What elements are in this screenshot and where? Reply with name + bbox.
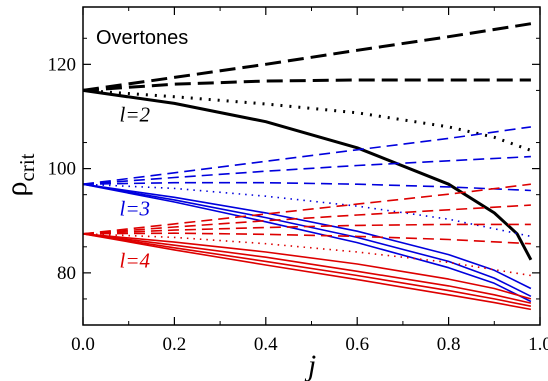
legend-title: Overtones <box>96 27 188 49</box>
series-line-l4-15 <box>82 233 532 277</box>
plot-frame <box>82 6 541 326</box>
x-tick-label: 0.0 <box>71 334 95 355</box>
x-tick-label: 1.0 <box>528 334 548 355</box>
plot-area: 0.0 0.2 0.4 0.6 0.8 1.0 80 100 120 <box>48 6 548 355</box>
y-tick-label: 120 <box>48 54 77 75</box>
series-line-l2-0 <box>82 22 532 92</box>
series-line-l2-2 <box>82 88 532 152</box>
x-axis-title: j <box>304 349 316 381</box>
series-line-l4-17 <box>82 233 532 304</box>
series-line-l4-16 <box>82 233 532 300</box>
svg-text:ρcrit: ρcrit <box>0 153 39 196</box>
series-line-l4-19 <box>82 233 532 311</box>
series-line-l3-9 <box>82 183 532 298</box>
series-line-l3-8 <box>82 183 532 290</box>
x-tick-label: 0.8 <box>437 334 461 355</box>
series-line-l4-12 <box>82 204 531 235</box>
annotation-l3: l=3 <box>120 197 151 221</box>
series-line-l3-10 <box>82 183 532 303</box>
x-tick-label: 0.6 <box>345 334 369 355</box>
series-line-l3-4 <box>82 126 532 185</box>
x-tick-label: 0.2 <box>163 334 187 355</box>
series-line-l2-3 <box>82 88 533 261</box>
series-line-l4-14 <box>82 232 531 245</box>
series-line-l4-11 <box>82 183 531 235</box>
y-tick-label: 100 <box>48 159 77 180</box>
tick-layer: 0.0 0.2 0.4 0.6 0.8 1.0 80 100 120 <box>48 7 548 355</box>
y-axis-title-main: ρ <box>0 182 33 197</box>
y-axis-title: ρcrit <box>0 153 39 196</box>
series-line-l4-18 <box>82 233 532 307</box>
series-line-l3-5 <box>82 155 531 185</box>
annotation-l4: l=4 <box>120 249 151 273</box>
series-layer <box>82 22 533 311</box>
series-line-l4-13 <box>82 223 531 235</box>
y-tick-label: 80 <box>57 263 76 284</box>
series-line-l2-1 <box>82 78 531 92</box>
series-line-l3-6 <box>82 181 531 192</box>
x-tick-label: 0.4 <box>254 334 278 355</box>
annotation-l2: l=2 <box>120 103 151 127</box>
y-axis-title-sub: crit <box>15 153 39 181</box>
